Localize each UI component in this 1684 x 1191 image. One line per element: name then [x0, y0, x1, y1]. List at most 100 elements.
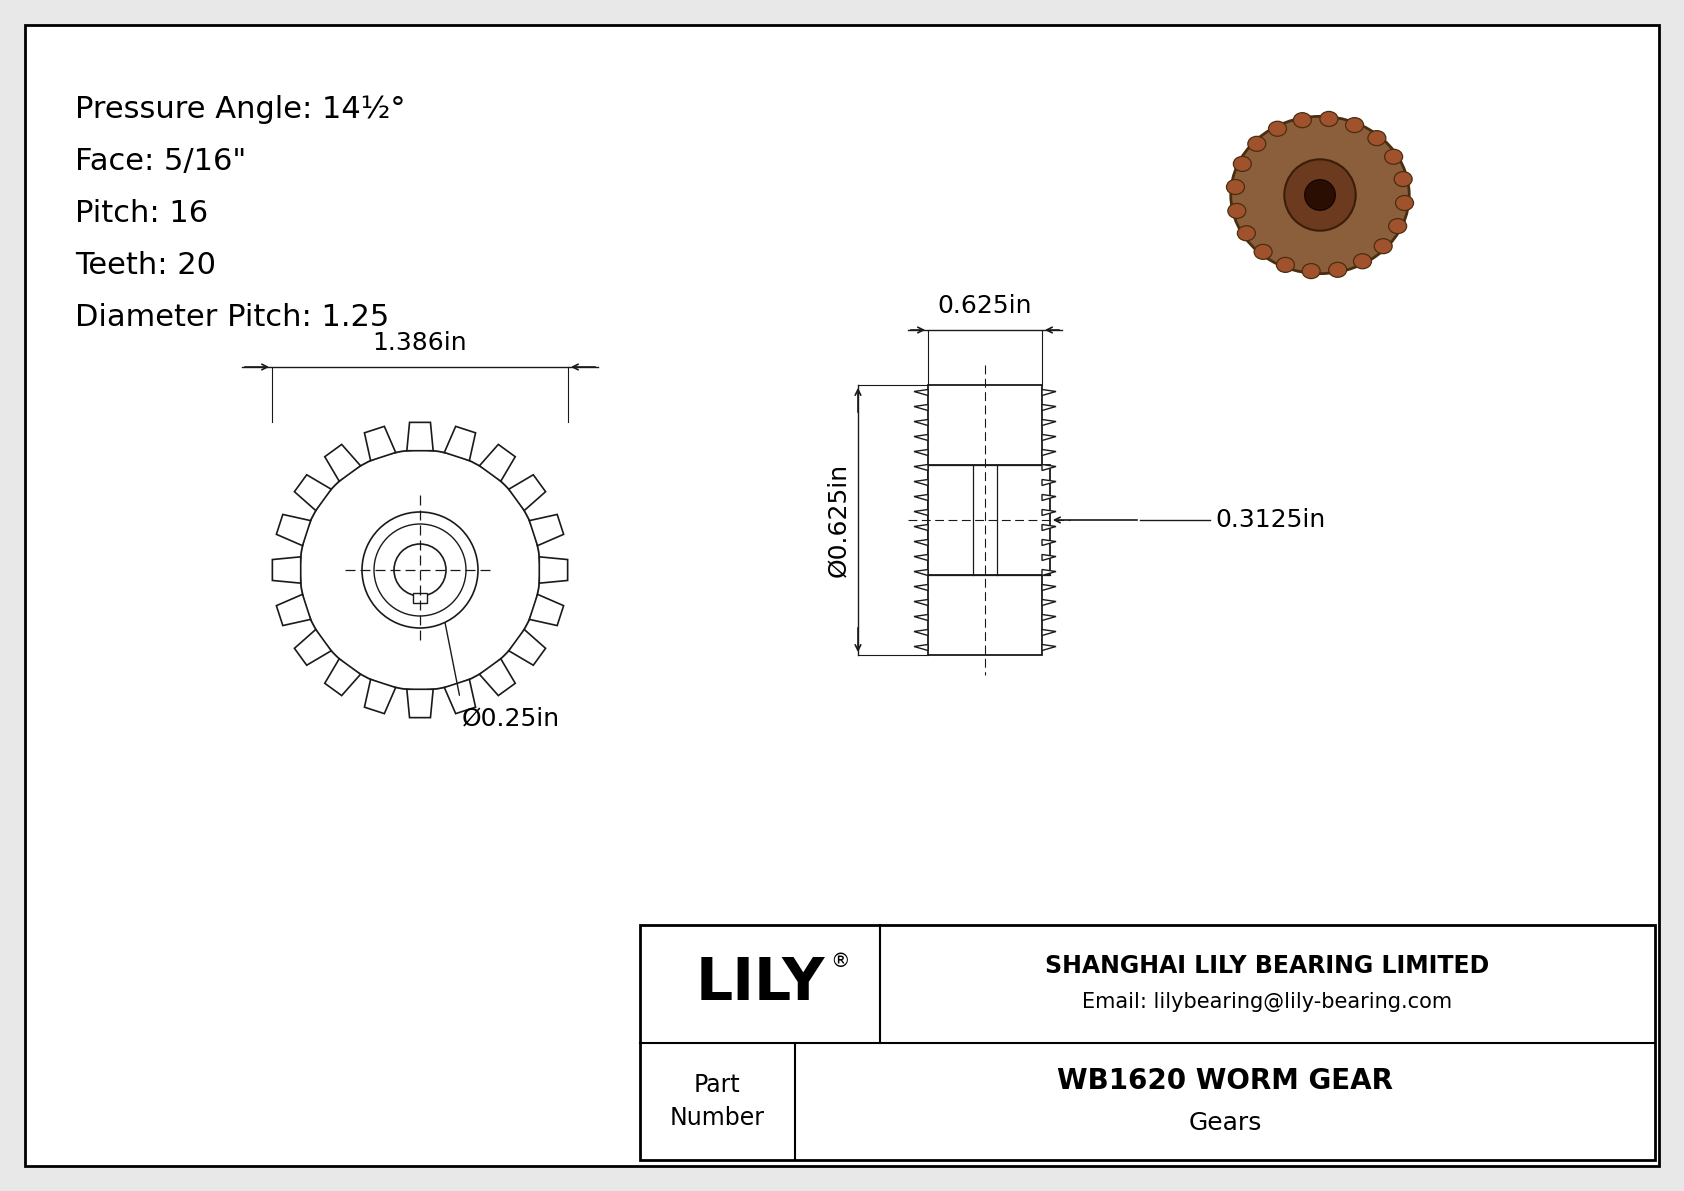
Polygon shape: [364, 679, 396, 713]
Polygon shape: [914, 630, 928, 636]
Text: Ø0.25in: Ø0.25in: [461, 706, 561, 730]
Polygon shape: [1042, 630, 1056, 636]
Polygon shape: [1042, 405, 1056, 411]
Polygon shape: [1042, 510, 1056, 516]
Polygon shape: [1042, 644, 1056, 650]
Ellipse shape: [1394, 172, 1413, 187]
Circle shape: [374, 524, 466, 616]
Polygon shape: [1042, 419, 1056, 425]
Polygon shape: [914, 389, 928, 395]
Polygon shape: [1042, 435, 1056, 441]
Ellipse shape: [1293, 113, 1312, 127]
Polygon shape: [914, 510, 928, 516]
Ellipse shape: [1268, 121, 1287, 136]
Polygon shape: [914, 540, 928, 545]
Ellipse shape: [1248, 136, 1266, 151]
Polygon shape: [445, 679, 475, 713]
Ellipse shape: [1276, 257, 1295, 273]
Text: Email: lilybearing@lily-bearing.com: Email: lilybearing@lily-bearing.com: [1083, 992, 1453, 1011]
Polygon shape: [914, 555, 928, 561]
Bar: [928, 385, 1042, 655]
Ellipse shape: [1226, 180, 1244, 194]
Polygon shape: [1042, 615, 1056, 621]
Circle shape: [1305, 180, 1335, 211]
Polygon shape: [1042, 585, 1056, 591]
Polygon shape: [1042, 599, 1056, 605]
Text: Part
Number: Part Number: [670, 1073, 765, 1130]
Polygon shape: [914, 405, 928, 411]
Polygon shape: [1042, 464, 1056, 470]
Circle shape: [394, 544, 446, 596]
Polygon shape: [914, 644, 928, 650]
Bar: [928, 464, 1051, 575]
Ellipse shape: [1346, 118, 1364, 132]
Polygon shape: [914, 494, 928, 500]
Polygon shape: [364, 426, 396, 461]
Text: ®: ®: [830, 953, 850, 971]
Polygon shape: [1042, 389, 1056, 395]
Polygon shape: [914, 480, 928, 486]
Polygon shape: [325, 659, 360, 696]
Polygon shape: [914, 615, 928, 621]
Ellipse shape: [1233, 156, 1251, 172]
Polygon shape: [914, 464, 928, 470]
Text: Ø0.625in: Ø0.625in: [825, 463, 850, 578]
Polygon shape: [914, 524, 928, 530]
Text: 1.386in: 1.386in: [372, 331, 468, 355]
Ellipse shape: [1389, 219, 1406, 233]
Text: Gears: Gears: [1189, 1111, 1261, 1135]
Circle shape: [362, 512, 478, 628]
Text: Teeth: 20: Teeth: 20: [76, 251, 216, 280]
Ellipse shape: [1367, 131, 1386, 145]
Polygon shape: [1042, 555, 1056, 561]
Polygon shape: [914, 569, 928, 575]
Polygon shape: [445, 426, 475, 461]
Text: WB1620 WORM GEAR: WB1620 WORM GEAR: [1058, 1067, 1393, 1096]
Polygon shape: [529, 594, 564, 625]
Polygon shape: [509, 630, 546, 666]
Polygon shape: [1042, 524, 1056, 530]
Ellipse shape: [1238, 226, 1255, 241]
Circle shape: [1285, 160, 1356, 231]
Bar: [640, 925, 1655, 1160]
Bar: [413, 593, 428, 603]
Polygon shape: [914, 449, 928, 455]
Polygon shape: [914, 585, 928, 591]
Polygon shape: [914, 435, 928, 441]
Ellipse shape: [1320, 112, 1337, 126]
Ellipse shape: [1255, 244, 1271, 260]
Polygon shape: [325, 444, 360, 481]
Text: Diameter Pitch: 1.25: Diameter Pitch: 1.25: [76, 303, 389, 332]
Ellipse shape: [1228, 204, 1246, 218]
Polygon shape: [1042, 449, 1056, 455]
Polygon shape: [480, 659, 515, 696]
Polygon shape: [273, 557, 301, 584]
Ellipse shape: [1231, 117, 1410, 274]
Text: SHANGHAI LILY BEARING LIMITED: SHANGHAI LILY BEARING LIMITED: [1046, 954, 1490, 978]
Text: LILY: LILY: [695, 955, 825, 1012]
Polygon shape: [1042, 540, 1056, 545]
Polygon shape: [1042, 494, 1056, 500]
Polygon shape: [295, 630, 332, 666]
Polygon shape: [509, 475, 546, 511]
Ellipse shape: [1329, 262, 1347, 278]
Text: Pitch: 16: Pitch: 16: [76, 199, 209, 227]
Polygon shape: [276, 594, 310, 625]
Ellipse shape: [1374, 238, 1393, 254]
Polygon shape: [539, 557, 568, 584]
Polygon shape: [276, 515, 310, 545]
Polygon shape: [408, 423, 433, 450]
Text: Pressure Angle: 14½°: Pressure Angle: 14½°: [76, 95, 406, 124]
Polygon shape: [529, 515, 564, 545]
Polygon shape: [408, 690, 433, 718]
Ellipse shape: [1384, 149, 1403, 164]
Text: Face: 5/16": Face: 5/16": [76, 146, 246, 176]
Ellipse shape: [1354, 254, 1371, 269]
Ellipse shape: [1302, 263, 1320, 279]
Ellipse shape: [1396, 195, 1413, 211]
Polygon shape: [914, 599, 928, 605]
Polygon shape: [914, 419, 928, 425]
Text: 0.625in: 0.625in: [938, 294, 1032, 318]
Polygon shape: [480, 444, 515, 481]
Polygon shape: [1042, 480, 1056, 486]
